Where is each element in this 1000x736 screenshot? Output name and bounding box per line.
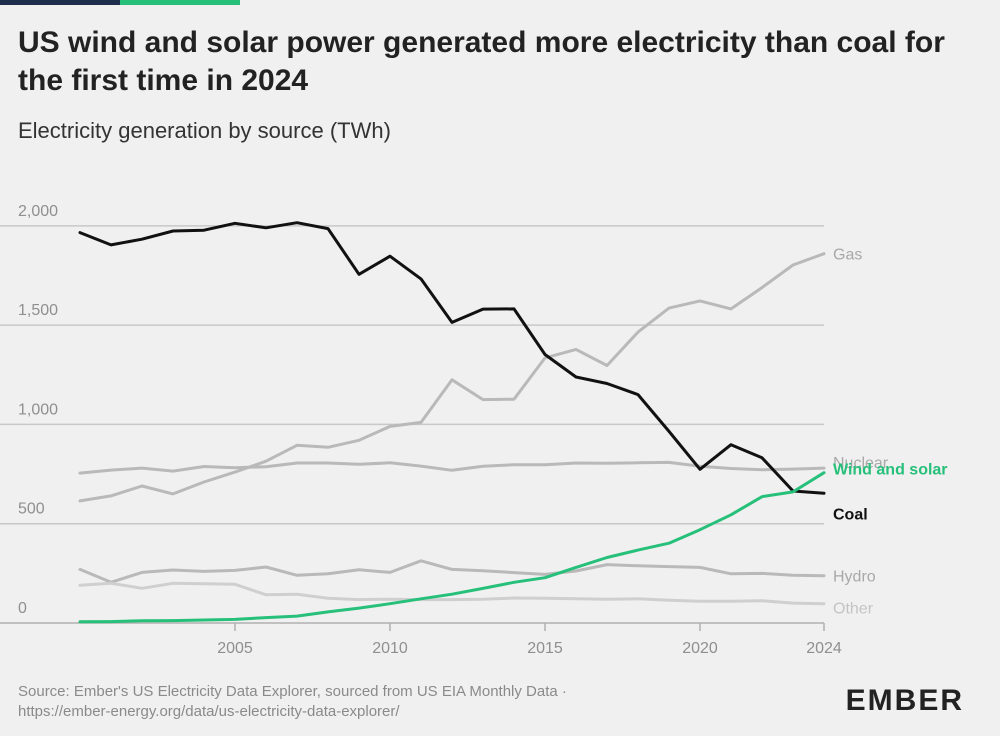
series-label-wind-and-solar: Wind and solar (833, 462, 948, 479)
chart-title: US wind and solar power generated more e… (18, 26, 945, 97)
series-line-coal (78, 221, 826, 495)
y-tick-label-1500: 1,500 (18, 302, 58, 319)
x-tick-label-2005: 2005 (217, 640, 253, 657)
y-tick-label-0: 0 (18, 600, 27, 617)
series-label-nuclear: Nuclear (833, 455, 889, 472)
series-labels: Gas Nuclear Hydro Other Coal Wind and solar (833, 247, 948, 618)
series-layer (78, 221, 826, 624)
series-line-other (78, 581, 826, 606)
x-tick-label-2024: 2024 (806, 640, 842, 657)
y-tick-label-500: 500 (18, 501, 45, 518)
brand-bar-navy (0, 0, 120, 5)
chart-subtitle: Electricity generation by source (TWh) (18, 118, 391, 143)
ember-logo: EMBER (845, 684, 964, 717)
brand-bar-green (120, 0, 240, 5)
series-label-gas: Gas (833, 247, 862, 264)
series-line-gas (78, 252, 826, 503)
y-tick-label-2000: 2,000 (18, 203, 58, 220)
series-label-hydro: Hydro (833, 569, 876, 586)
series-line-wind-and-solar (78, 471, 826, 624)
x-tick-label-2020: 2020 (682, 640, 718, 657)
series-label-coal: Coal (833, 506, 868, 523)
source-note: Source: Ember's US Electricity Data Expl… (18, 682, 567, 722)
source-line-1: Source: Ember's US Electricity Data Expl… (18, 683, 567, 700)
source-link[interactable]: https://ember-energy.org/data/us-electri… (18, 703, 400, 720)
axis-layer: 0 500 1,000 1,500 2,000 2005 2010 2015 2020 2024 (18, 203, 842, 657)
series-line-nuclear (78, 460, 826, 475)
y-tick-label-1000: 1,000 (18, 401, 58, 418)
series-label-other: Other (833, 601, 874, 618)
x-tick-label-2010: 2010 (372, 640, 408, 657)
series-line-hydro (78, 559, 826, 584)
x-tick-label-2015: 2015 (527, 640, 563, 657)
brand-top-bar (0, 0, 240, 5)
